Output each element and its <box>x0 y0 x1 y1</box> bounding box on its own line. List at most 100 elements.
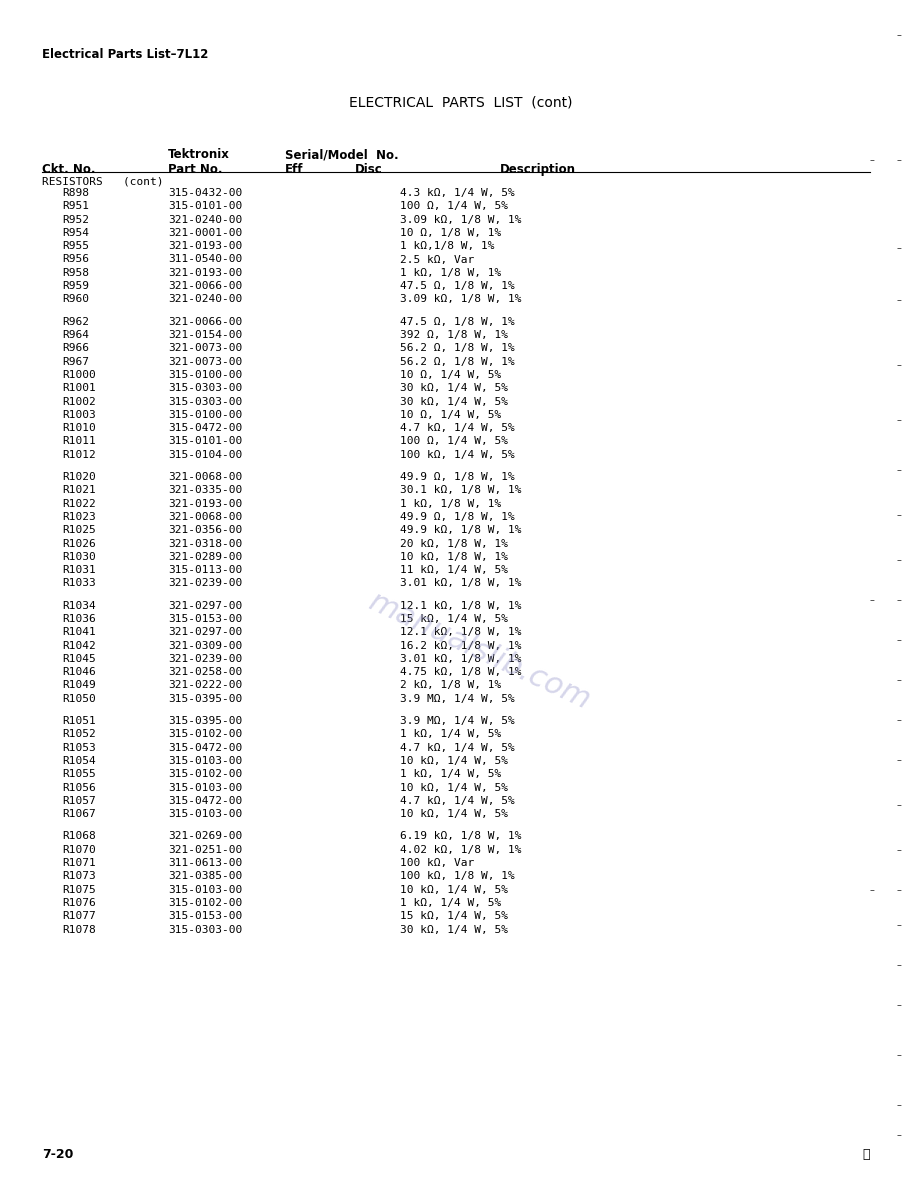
Text: –: – <box>897 243 902 252</box>
Text: 1 kΩ, 1/8 W, 1%: 1 kΩ, 1/8 W, 1% <box>400 268 502 278</box>
Text: 315-0100-00: 315-0100-00 <box>168 410 242 419</box>
Text: 321-0385-00: 321-0385-00 <box>168 872 242 881</box>
Text: 321-0269-00: 321-0269-00 <box>168 831 242 842</box>
Text: 321-0289-00: 321-0289-00 <box>168 551 242 562</box>
Text: R1075: R1075 <box>62 885 96 894</box>
Text: R954: R954 <box>62 227 89 238</box>
Text: 311-0613-00: 311-0613-00 <box>168 858 242 868</box>
Text: R1012: R1012 <box>62 450 96 460</box>
Text: 321-0309-00: 321-0309-00 <box>168 641 242 650</box>
Text: 100 Ω, 1/4 W, 5%: 100 Ω, 1/4 W, 5% <box>400 436 508 447</box>
Text: 4.02 kΩ, 1/8 W, 1%: 4.02 kΩ, 1/8 W, 1% <box>400 844 522 855</box>
Text: 56.2 Ω, 1/8 W, 1%: 56.2 Ω, 1/8 W, 1% <box>400 356 514 367</box>
Text: R1025: R1025 <box>62 525 96 535</box>
Text: –: – <box>897 414 902 425</box>
Text: 321-0240-00: 321-0240-00 <box>168 214 242 225</box>
Text: 315-0472-00: 315-0472-00 <box>168 796 242 806</box>
Text: 4.75 kΩ, 1/8 W, 1%: 4.75 kΩ, 1/8 W, 1% <box>400 667 522 678</box>
Text: Ckt. No.: Ckt. No. <box>42 163 96 176</box>
Text: 10 Ω, 1/4 W, 5%: 10 Ω, 1/4 W, 5% <box>400 410 502 419</box>
Text: 321-0335-00: 321-0335-00 <box>168 485 242 495</box>
Text: –: – <box>897 1130 902 1140</box>
Text: R955: R955 <box>62 242 89 251</box>
Text: 30 kΩ, 1/4 W, 5%: 30 kΩ, 1/4 W, 5% <box>400 924 508 935</box>
Text: 315-0432-00: 315-0432-00 <box>168 188 242 198</box>
Text: 10 Ω, 1/4 W, 5%: 10 Ω, 1/4 W, 5% <box>400 370 502 380</box>
Text: 10 Ω, 1/8 W, 1%: 10 Ω, 1/8 W, 1% <box>400 227 502 238</box>
Text: RESISTORS   (cont): RESISTORS (cont) <box>42 177 163 187</box>
Text: R1068: R1068 <box>62 831 96 842</box>
Text: 315-0395-00: 315-0395-00 <box>168 694 242 704</box>
Text: ELECTRICAL  PARTS  LIST  (cont): ELECTRICAL PARTS LIST (cont) <box>349 95 573 110</box>
Text: R1026: R1026 <box>62 538 96 549</box>
Text: 3.9 MΩ, 1/4 W, 5%: 3.9 MΩ, 1/4 W, 5% <box>400 694 514 704</box>
Text: 2 kΩ, 1/8 W, 1%: 2 kΩ, 1/8 W, 1% <box>400 680 502 691</box>
Text: 315-0153-00: 315-0153-00 <box>168 615 242 624</box>
Text: –: – <box>897 960 902 969</box>
Text: 315-0395-00: 315-0395-00 <box>168 716 242 727</box>
Text: –: – <box>897 596 902 605</box>
Text: R1053: R1053 <box>62 743 96 753</box>
Text: –: – <box>897 295 902 305</box>
Text: 321-0239-00: 321-0239-00 <box>168 579 242 588</box>
Text: manualslib.com: manualslib.com <box>364 587 596 716</box>
Text: 315-0103-00: 315-0103-00 <box>168 885 242 894</box>
Text: 315-0102-00: 315-0102-00 <box>168 769 242 779</box>
Text: R1057: R1057 <box>62 796 96 806</box>
Text: R1034: R1034 <box>62 600 96 611</box>
Text: 315-0103-00: 315-0103-00 <box>168 809 242 819</box>
Text: 315-0101-00: 315-0101-00 <box>168 436 242 447</box>
Text: 3.9 MΩ, 1/4 W, 5%: 3.9 MΩ, 1/4 W, 5% <box>400 716 514 727</box>
Text: 321-0193-00: 321-0193-00 <box>168 499 242 509</box>
Text: 321-0073-00: 321-0073-00 <box>168 343 242 354</box>
Text: –: – <box>897 464 902 475</box>
Text: Electrical Parts List–7L12: Electrical Parts List–7L12 <box>42 48 208 61</box>
Text: –: – <box>897 510 902 520</box>
Text: 315-0303-00: 315-0303-00 <box>168 397 242 406</box>
Text: –: – <box>897 800 902 810</box>
Text: R958: R958 <box>62 268 89 278</box>
Text: R1042: R1042 <box>62 641 96 650</box>
Text: 315-0102-00: 315-0102-00 <box>168 898 242 908</box>
Text: R1003: R1003 <box>62 410 96 419</box>
Text: –: – <box>897 844 902 855</box>
Text: R1076: R1076 <box>62 898 96 908</box>
Text: Eff: Eff <box>285 163 303 176</box>
Text: R1010: R1010 <box>62 423 96 434</box>
Text: –: – <box>897 715 902 725</box>
Text: 1 kΩ,1/8 W, 1%: 1 kΩ,1/8 W, 1% <box>400 242 494 251</box>
Text: –: – <box>897 30 902 40</box>
Text: 3.01 kΩ, 1/8 W, 1%: 3.01 kΩ, 1/8 W, 1% <box>400 579 522 588</box>
Text: R1052: R1052 <box>62 729 96 740</box>
Text: 315-0101-00: 315-0101-00 <box>168 201 242 211</box>
Text: 4.3 kΩ, 1/4 W, 5%: 4.3 kΩ, 1/4 W, 5% <box>400 188 514 198</box>
Text: 2.5 kΩ, Var: 2.5 kΩ, Var <box>400 255 474 264</box>
Text: 10 kΩ, 1/4 W, 5%: 10 kΩ, 1/4 W, 5% <box>400 782 508 792</box>
Text: –: – <box>897 555 902 565</box>
Text: 47.5 Ω, 1/8 W, 1%: 47.5 Ω, 1/8 W, 1% <box>400 281 514 291</box>
Text: 321-0251-00: 321-0251-00 <box>168 844 242 855</box>
Text: 311-0540-00: 311-0540-00 <box>168 255 242 264</box>
Text: 20 kΩ, 1/8 W, 1%: 20 kΩ, 1/8 W, 1% <box>400 538 508 549</box>
Text: 100 kΩ, 1/4 W, 5%: 100 kΩ, 1/4 W, 5% <box>400 450 514 460</box>
Text: –: – <box>897 675 902 685</box>
Text: R966: R966 <box>62 343 89 354</box>
Text: 321-0297-00: 321-0297-00 <box>168 628 242 637</box>
Text: 15 kΩ, 1/4 W, 5%: 15 kΩ, 1/4 W, 5% <box>400 615 508 624</box>
Text: R1054: R1054 <box>62 756 96 766</box>
Text: 321-0066-00: 321-0066-00 <box>168 281 242 291</box>
Text: 10 kΩ, 1/4 W, 5%: 10 kΩ, 1/4 W, 5% <box>400 885 508 894</box>
Text: 49.9 kΩ, 1/8 W, 1%: 49.9 kΩ, 1/8 W, 1% <box>400 525 522 535</box>
Text: 321-0297-00: 321-0297-00 <box>168 600 242 611</box>
Text: R1041: R1041 <box>62 628 96 637</box>
Text: 12.1 kΩ, 1/8 W, 1%: 12.1 kΩ, 1/8 W, 1% <box>400 628 522 637</box>
Text: 3.09 kΩ, 1/8 W, 1%: 3.09 kΩ, 1/8 W, 1% <box>400 214 522 225</box>
Text: R1050: R1050 <box>62 694 96 704</box>
Text: 321-0318-00: 321-0318-00 <box>168 538 242 549</box>
Text: 315-0100-00: 315-0100-00 <box>168 370 242 380</box>
Text: Part No.: Part No. <box>168 163 222 176</box>
Text: 321-0193-00: 321-0193-00 <box>168 268 242 278</box>
Text: R1030: R1030 <box>62 551 96 562</box>
Text: 1 kΩ, 1/8 W, 1%: 1 kΩ, 1/8 W, 1% <box>400 499 502 509</box>
Text: R1049: R1049 <box>62 680 96 691</box>
